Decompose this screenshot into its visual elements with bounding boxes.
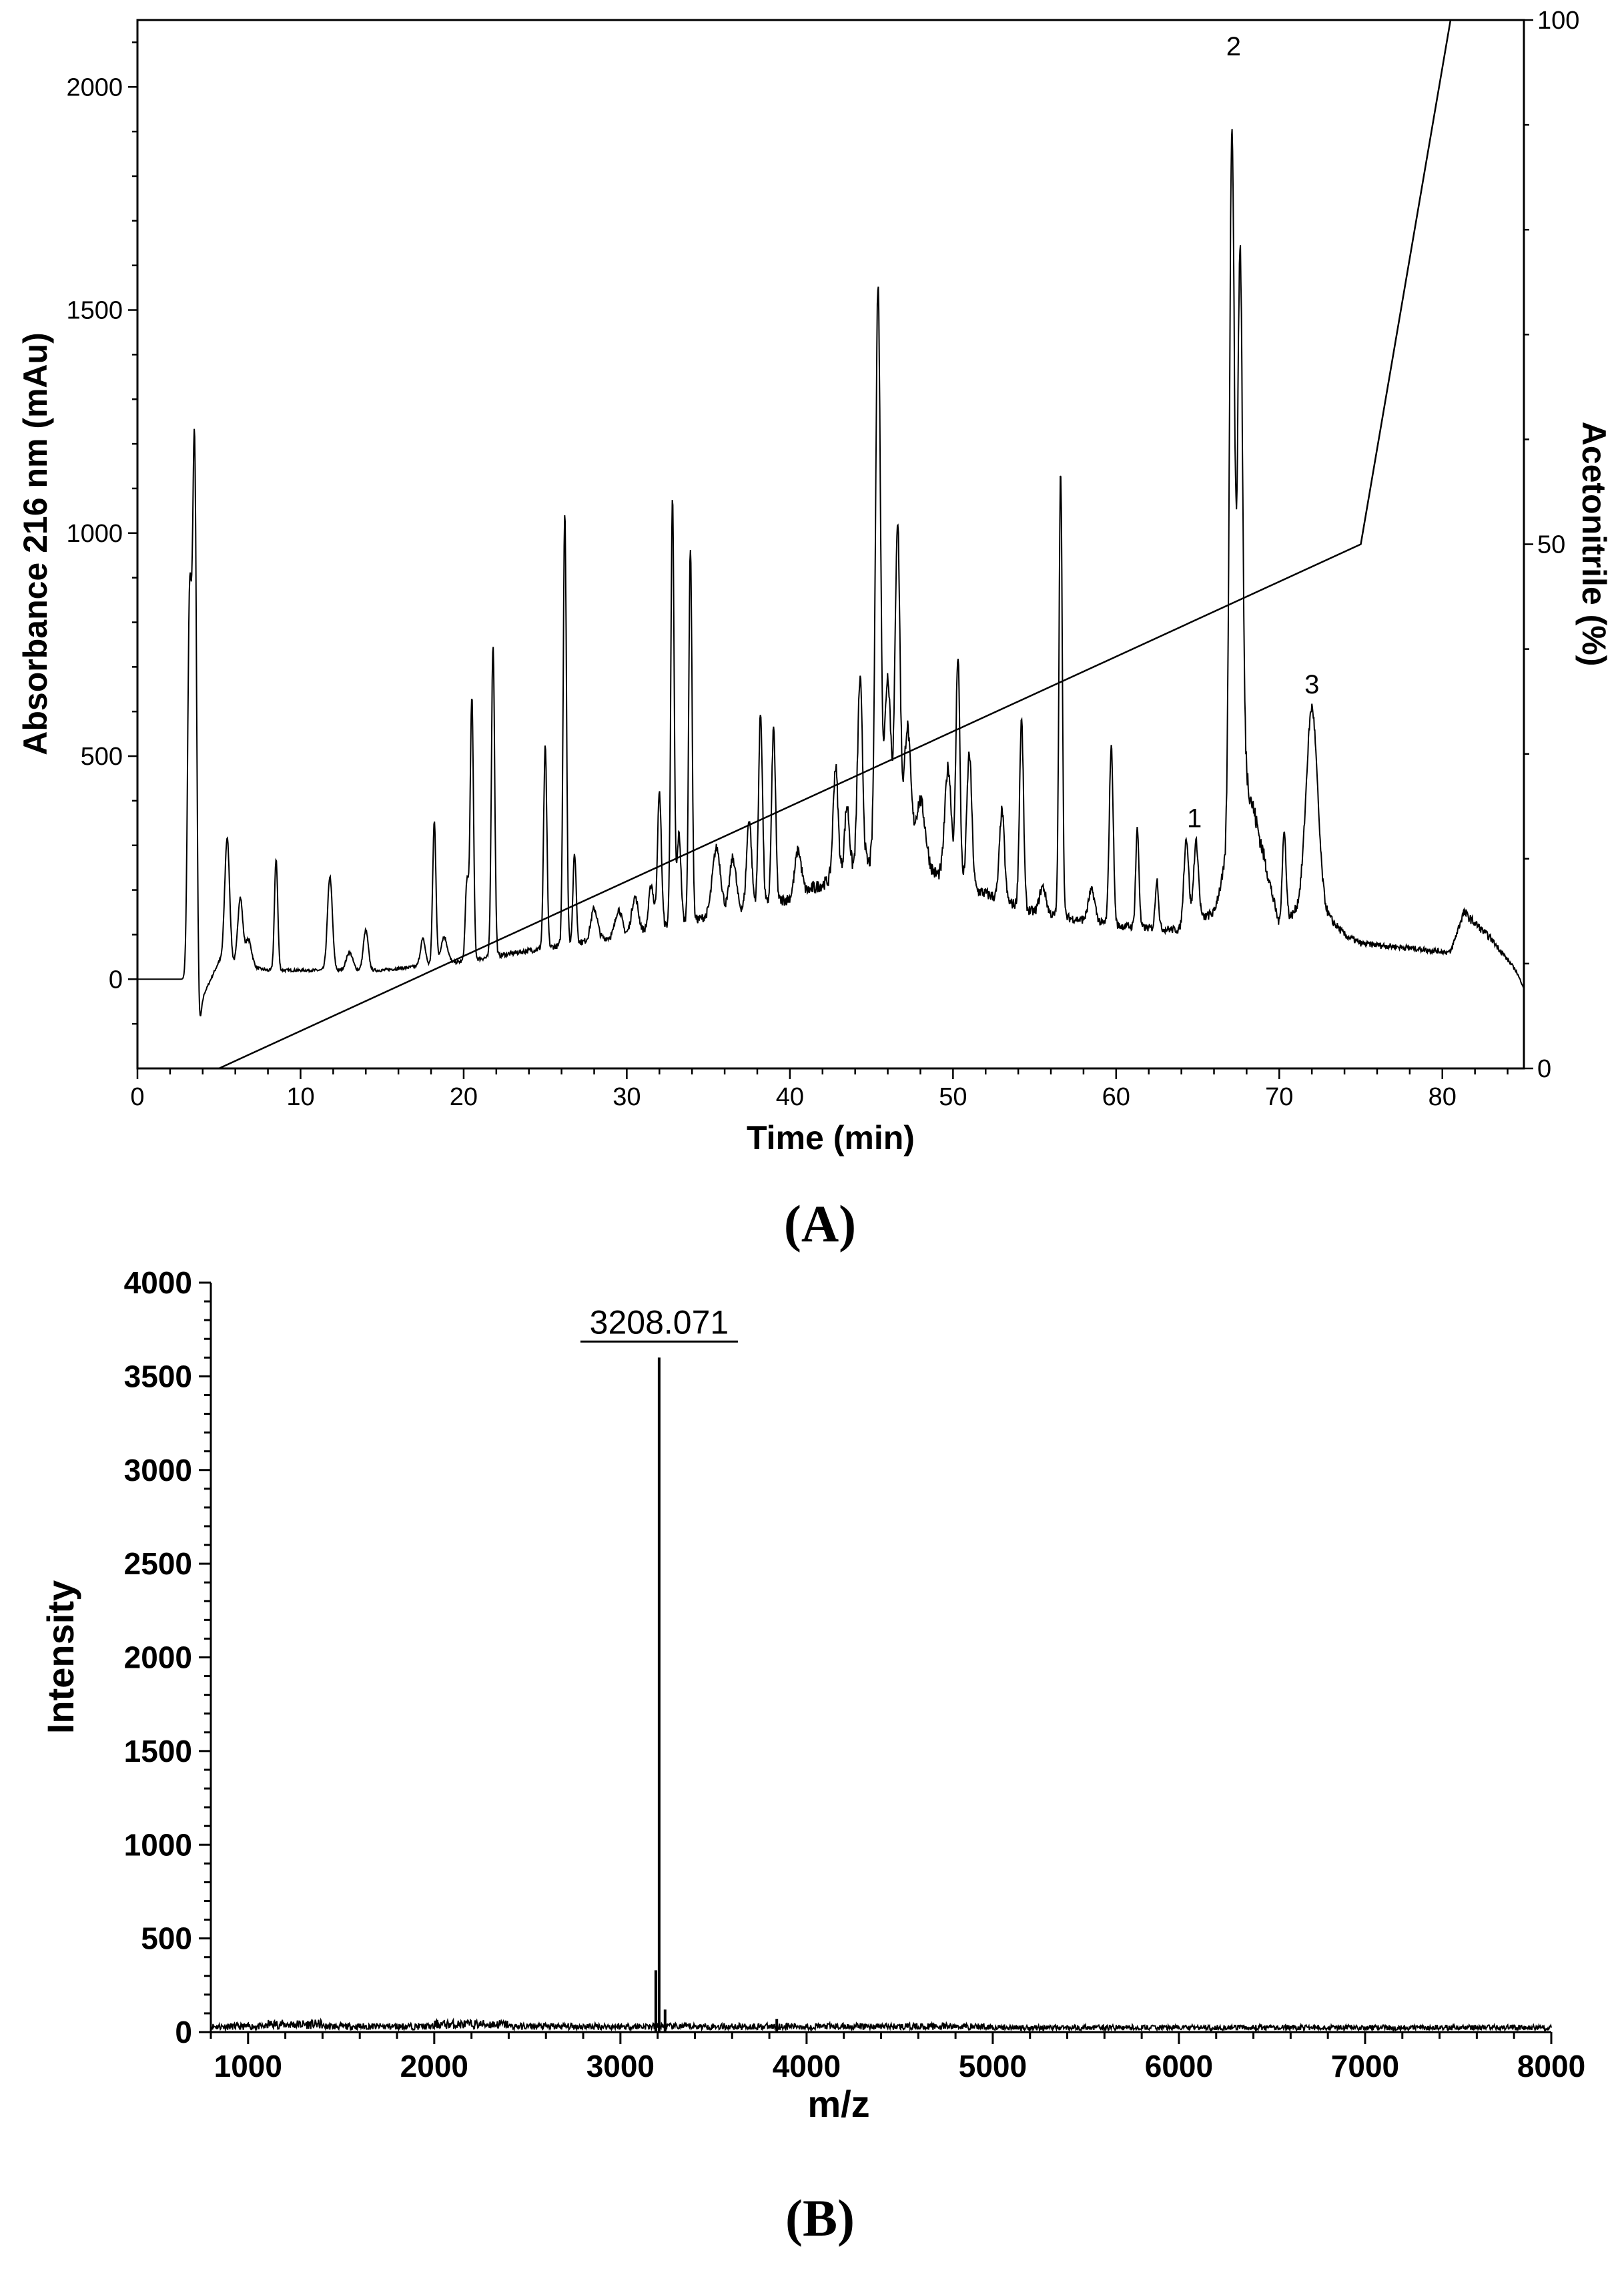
y-tick-label: 0 <box>175 2015 192 2049</box>
y-tick-label: 500 <box>81 743 123 771</box>
x-tick-label: 2000 <box>400 2049 468 2083</box>
panel-label-b: (B) <box>785 2189 855 2247</box>
y-tick-label: 1500 <box>124 1734 192 1768</box>
x-tick-label: 3000 <box>586 2049 655 2083</box>
x-tick-label: 1000 <box>214 2049 282 2083</box>
axis-ticks-b: 1000 2000 3000 4000 5000 6000 7000 8000 0 500 1000… <box>124 1265 1586 2083</box>
peak-mass-annotation: 3208.071 <box>590 1303 729 1341</box>
x-tick-label: 5000 <box>959 2049 1027 2083</box>
x-tick-label: 4000 <box>773 2049 841 2083</box>
x-tick-label: 10 <box>286 1083 314 1111</box>
x-tick-label: 60 <box>1102 1083 1130 1111</box>
x-axis-title-a: Time (min) <box>747 1119 915 1157</box>
peak-label-3: 3 <box>1304 670 1319 699</box>
x-tick-label: 20 <box>450 1083 478 1111</box>
panel-label-a: (A) <box>784 1195 856 1253</box>
y-tick-label: 4000 <box>124 1265 192 1300</box>
x-tick-label: 70 <box>1265 1083 1293 1111</box>
y-tick-label: 3000 <box>124 1453 192 1488</box>
y2-tick-label: 50 <box>1537 531 1565 559</box>
y-tick-label: 500 <box>141 1921 192 1956</box>
x-tick-label: 50 <box>939 1083 967 1111</box>
peak-label-1: 1 <box>1187 803 1202 833</box>
x-tick-label: 7000 <box>1331 2049 1399 2083</box>
peak-label-2: 2 <box>1226 32 1241 61</box>
x-tick-label: 30 <box>613 1083 641 1111</box>
y-tick-label: 2000 <box>124 1640 192 1675</box>
chromatogram-panel: 0 10 20 30 40 50 60 70 800500100015002000050100 … <box>17 7 1613 1253</box>
spectrum-noise-trace <box>210 2017 1552 2033</box>
y-tick-label: 3500 <box>124 1359 192 1393</box>
x-tick-label: 6000 <box>1145 2049 1213 2083</box>
x-tick-label: 40 <box>776 1083 804 1111</box>
y-tick-label: 1000 <box>124 1827 192 1862</box>
y2-tick-label: 100 <box>1537 7 1579 35</box>
y-tick-label: 1000 <box>66 520 123 548</box>
y-tick-label: 1500 <box>66 297 123 325</box>
y2-tick-label: 0 <box>1537 1055 1551 1083</box>
y-tick-label: 0 <box>109 966 123 994</box>
acetonitrile-gradient-line <box>137 19 1524 1070</box>
axis-ticks-a: 0 10 20 30 40 50 60 70 80 0 500 1000 1500 2000 0 50 100 <box>66 7 1579 1111</box>
x-tick-label: 8000 <box>1517 2049 1585 2083</box>
x-tick-label: 80 <box>1429 1083 1457 1111</box>
x-axis-title-b: m/z <box>807 2083 869 2125</box>
mass-spectrum-panel: 1000 2000 3000 4000 5000 6000 7000 8000 0 500 1000… <box>39 1265 1585 2247</box>
x-tick-label: 0 <box>130 1083 144 1111</box>
y-axis-title-a: Absorbance 216 nm (mAu) <box>17 332 54 755</box>
y-tick-label: 2500 <box>124 1546 192 1581</box>
peak-annotations: 1 2 3 <box>1187 32 1319 834</box>
y-tick-label: 2000 <box>66 73 123 101</box>
plot-frame-a <box>136 19 1525 1070</box>
chromatogram-trace <box>137 129 1525 1017</box>
spectrum-peaks <box>654 1357 779 2032</box>
y-axis-title-b: Intensity <box>39 1580 81 1734</box>
y2-axis-title-a: Acetonitrile (%) <box>1575 422 1613 667</box>
